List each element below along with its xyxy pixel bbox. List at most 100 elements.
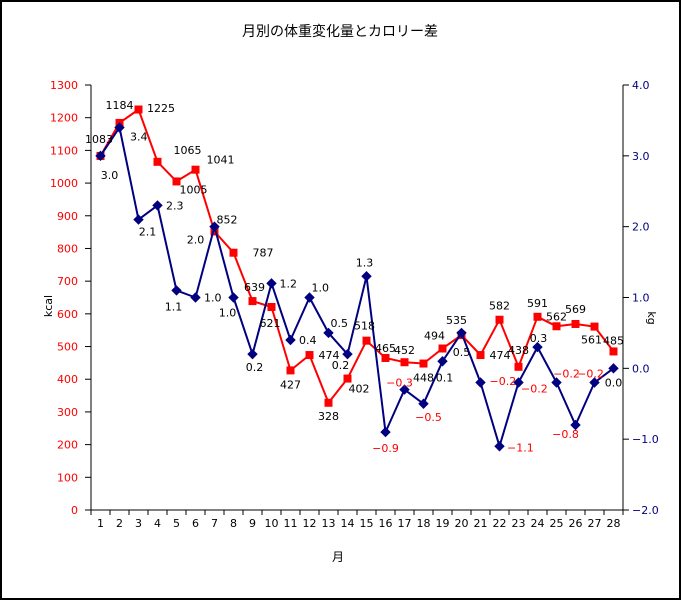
left-axis-tick-label: 500 [57, 341, 78, 354]
kcal-point [172, 177, 181, 186]
kg-point [228, 292, 239, 303]
left-axis-tick-label: 600 [57, 308, 78, 321]
x-axis-tick-label: 9 [249, 517, 256, 530]
kg-point [380, 426, 391, 438]
left-axis-tick-label: 800 [57, 242, 78, 255]
kg-data-label: −0.2 [553, 368, 580, 381]
kcal-point [552, 322, 561, 331]
kcal-point [400, 358, 409, 367]
kg-data-label: 2.0 [187, 234, 205, 247]
x-axis-tick-label: 8 [230, 517, 237, 530]
kg-point [608, 363, 619, 374]
kcal-data-label: 1065 [174, 144, 202, 157]
x-axis-tick-label: 7 [211, 517, 218, 530]
right-axis-tick-label: 1.0 [632, 292, 650, 305]
kg-data-label: 1.0 [312, 282, 330, 295]
kcal-data-label: 569 [565, 303, 586, 316]
kcal-data-label: 639 [244, 281, 265, 294]
x-axis-tick-label: 26 [569, 517, 583, 530]
kcal-point [191, 165, 200, 174]
kg-data-label: 0.1 [436, 371, 454, 384]
kg-data-label: −0.2 [490, 375, 517, 388]
kcal-data-label: 494 [424, 330, 445, 343]
left-axis-tick-label: 1300 [50, 79, 78, 92]
kcal-point [134, 105, 143, 114]
kg-point [133, 214, 144, 225]
kg-data-label: −1.1 [507, 441, 534, 454]
kcal-data-label: 621 [260, 317, 281, 330]
kg-point [513, 377, 524, 388]
left-axis-tick-label: 0 [71, 504, 78, 517]
kcal-data-label: 852 [217, 213, 238, 226]
kcal-data-label: 1184 [106, 99, 134, 112]
x-axis-tick-label: 14 [341, 517, 355, 530]
kg-point [190, 292, 201, 303]
kg-point [570, 419, 581, 431]
kcal-data-label: 427 [280, 378, 301, 391]
kg-data-label: 3.4 [130, 131, 148, 144]
kcal-point [571, 319, 580, 328]
x-axis-tick-label: 25 [550, 517, 564, 530]
kcal-data-label: 438 [508, 344, 529, 357]
kcal-data-label: 1083 [85, 133, 113, 146]
kcal-point [438, 344, 447, 353]
kcal-point [533, 312, 542, 321]
x-axis-tick-label: 15 [360, 517, 374, 530]
kcal-point [153, 157, 162, 166]
right-axis-title: kg [645, 311, 658, 324]
kcal-point [362, 336, 371, 345]
x-axis-tick-label: 18 [417, 517, 431, 530]
right-axis-tick-label: 3.0 [632, 150, 650, 163]
kg-line [99, 126, 615, 448]
kcal-point [381, 353, 390, 362]
kg-data-label: 0.2 [246, 361, 264, 374]
kg-point [285, 334, 296, 346]
x-axis-tick-label: 19 [436, 517, 450, 530]
kg-data-label: 3.0 [101, 169, 119, 182]
kg-point [304, 292, 315, 303]
x-axis-tick-label: 10 [265, 517, 279, 530]
kg-point [342, 348, 353, 360]
kcal-point [267, 302, 276, 311]
kg-point [247, 348, 258, 360]
right-axis-tick-label: −2.0 [632, 504, 659, 517]
kcal-point [343, 374, 352, 383]
kcal-data-label: 787 [253, 247, 274, 260]
kg-point [437, 356, 448, 367]
left-axis-tick-label: 1100 [50, 144, 78, 157]
kcal-data-label: 465 [375, 342, 396, 355]
right-axis-tick-label: 0.0 [632, 362, 650, 375]
chart-title: 月別の体重変化量とカロリー差 [242, 23, 438, 40]
x-axis-tick-label: 24 [531, 517, 545, 530]
kcal-line [99, 108, 615, 404]
kg-point [418, 398, 429, 409]
kg-point [152, 200, 163, 211]
kcal-data-label: 535 [446, 314, 467, 327]
kg-data-label: 1.2 [280, 277, 298, 290]
kg-data-label: −0.8 [552, 428, 579, 441]
x-axis-tick-label: 12 [303, 517, 317, 530]
x-axis-tick-label: 1 [97, 517, 104, 530]
x-axis-tick-label: 4 [154, 517, 161, 530]
kcal-data-label: 474 [490, 349, 511, 362]
x-axis-tick-label: 27 [588, 517, 602, 530]
x-axis-tick-label: 5 [173, 517, 180, 530]
kcal-point [476, 351, 485, 360]
x-axis-title: 月 [332, 550, 344, 564]
kg-data-label: 1.1 [165, 300, 183, 313]
kg-point [475, 377, 486, 388]
kg-data-label: 0.3 [530, 332, 548, 345]
left-axis-tick-label: 200 [57, 439, 78, 452]
kcal-point [286, 366, 295, 375]
left-axis-tick-label: 1000 [50, 177, 78, 190]
kg-data-label: 0.5 [331, 317, 349, 330]
kcal-data-label: 402 [349, 383, 370, 396]
kcal-point [514, 362, 523, 371]
kg-data-label: 2.3 [166, 199, 184, 212]
kg-point [323, 327, 334, 339]
kg-point [95, 150, 106, 162]
x-axis-tick-label: 16 [379, 517, 393, 530]
kcal-point [419, 359, 428, 368]
